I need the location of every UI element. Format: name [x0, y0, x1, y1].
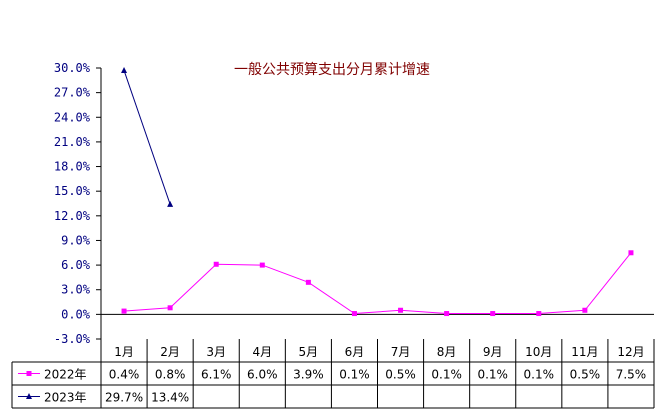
data-label: 0.1% [339, 368, 370, 382]
data-point [490, 311, 496, 317]
data-label: 0.4% [109, 368, 140, 382]
y-tick-label: 21.0% [54, 135, 91, 149]
data-label: 6.1% [201, 368, 232, 382]
x-tick-label: 8月 [437, 345, 457, 359]
data-table: 1月 2月 3月 4月 5月 6月 7月 8月 9月 10月 11月 12月 2022年 0.4% 0.8%… [11, 339, 655, 409]
y-tick-label: 0.0% [61, 307, 91, 321]
x-tick-label: 4月 [252, 345, 272, 359]
data-point [213, 261, 219, 267]
chart-title: 一般公共预算支出分月累计增速 [234, 62, 430, 78]
data-point [26, 371, 32, 376]
y-tick-label: 24.0% [54, 110, 91, 124]
x-tick-label: 12月 [617, 345, 644, 359]
y-tick-label: 30.0% [54, 61, 91, 75]
data-point [351, 311, 357, 317]
legend-label: 2022年 [44, 368, 87, 382]
data-label: 7.5% [616, 368, 647, 382]
x-tick-label: 5月 [299, 345, 319, 359]
y-tick-label: 9.0% [61, 233, 91, 247]
y-tick-label: -3.0% [54, 332, 91, 346]
data-point [628, 250, 634, 256]
data-point [167, 200, 174, 207]
series-lines [121, 66, 634, 317]
data-label: 0.8% [155, 368, 186, 382]
y-tick-label: 18.0% [54, 160, 91, 174]
data-label: 13.4% [151, 391, 189, 405]
legend-label: 2023年 [44, 391, 87, 405]
data-point [121, 308, 127, 314]
data-label: 3.9% [293, 368, 324, 382]
data-point [444, 311, 450, 317]
data-point [582, 307, 588, 313]
data-label: 0.1% [524, 368, 555, 382]
data-label: 0.1% [477, 368, 508, 382]
y-tick-label: 6.0% [61, 258, 91, 272]
x-tick-label: 3月 [206, 345, 226, 359]
data-point [167, 305, 173, 311]
y-tick-label: 15.0% [54, 184, 91, 198]
data-label: 0.5% [570, 368, 601, 382]
data-point [305, 279, 311, 285]
axes: 30.0% 27.0% 24.0% 21.0% 18.0% 15.0% 12.0% 9.0% 6… [54, 61, 654, 346]
series-line [124, 252, 632, 315]
data-point [259, 262, 265, 268]
y-tick-label: 27.0% [54, 86, 91, 100]
x-tick-label: 1月 [114, 345, 134, 359]
y-tick-label: 3.0% [61, 283, 91, 297]
data-point [536, 311, 542, 317]
x-tick-label: 7月 [391, 345, 411, 359]
data-label: 29.7% [105, 391, 143, 405]
x-tick-label: 2月 [160, 345, 180, 359]
data-point [398, 307, 404, 313]
x-tick-label: 11月 [571, 345, 598, 359]
series-line [123, 70, 171, 205]
data-label: 0.5% [385, 368, 416, 382]
data-label: 6.0% [247, 368, 278, 382]
x-tick-label: 10月 [525, 345, 552, 359]
x-tick-label: 6月 [345, 345, 365, 359]
x-tick-label: 9月 [483, 345, 503, 359]
y-tick-label: 12.0% [54, 209, 91, 223]
data-point [26, 393, 32, 399]
data-label: 0.1% [431, 368, 462, 382]
data-point [121, 66, 128, 73]
